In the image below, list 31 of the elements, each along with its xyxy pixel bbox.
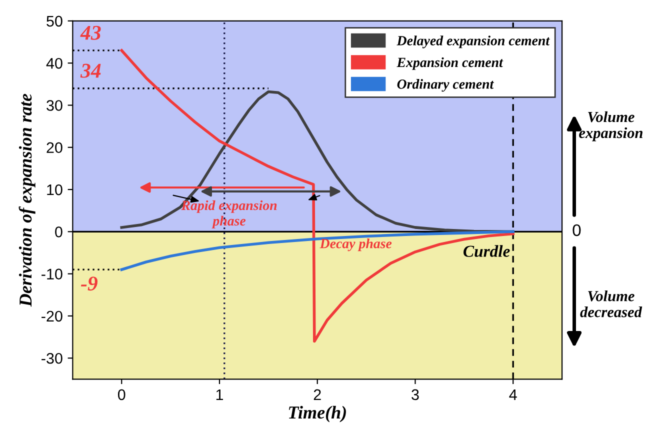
ref-line-label: 43 — [80, 26, 101, 40]
legend-label: Expansion cement — [396, 57, 504, 70]
y-tick-label: 0 — [55, 226, 62, 238]
band-label: Volume expansion — [579, 111, 642, 142]
line-series — [120, 230, 514, 271]
band-label: Volume decreased — [580, 290, 642, 318]
line-series — [120, 49, 514, 343]
x-tick-label: 4 — [509, 389, 517, 400]
ref-line-label: -9 — [80, 276, 98, 291]
x-tick-label: 0 — [118, 389, 126, 400]
x-axis-title: Time(h) — [288, 406, 346, 422]
x-tick-label: 3 — [412, 389, 419, 400]
annotation: Rapid expansion phase — [181, 200, 277, 228]
y-tick-label: 30 — [46, 100, 62, 111]
ref-line-label: Curdle — [464, 245, 510, 257]
legend-label: Delayed expansion cement — [396, 36, 550, 48]
y-tick-label: 20 — [46, 142, 62, 154]
y-tick-label: 40 — [46, 58, 62, 69]
x-tick-label: 2 — [314, 389, 321, 400]
legend-label: Ordinary cement — [397, 79, 494, 92]
ref-line-label: 34 — [80, 64, 101, 78]
x-tick-label: 1 — [216, 389, 223, 400]
y-tick-label: 10 — [47, 184, 62, 196]
y-tick-label: -10 — [42, 268, 62, 280]
y-tick-label: 50 — [46, 16, 62, 27]
y-axis-title: Derivation of expansion rate — [18, 94, 36, 307]
y-tick-label: -30 — [42, 352, 62, 364]
line-series — [120, 90, 514, 234]
ref-line-label: 0 — [572, 224, 581, 236]
annotation: Decay phase — [320, 238, 392, 252]
y-tick-label: -20 — [42, 310, 62, 322]
